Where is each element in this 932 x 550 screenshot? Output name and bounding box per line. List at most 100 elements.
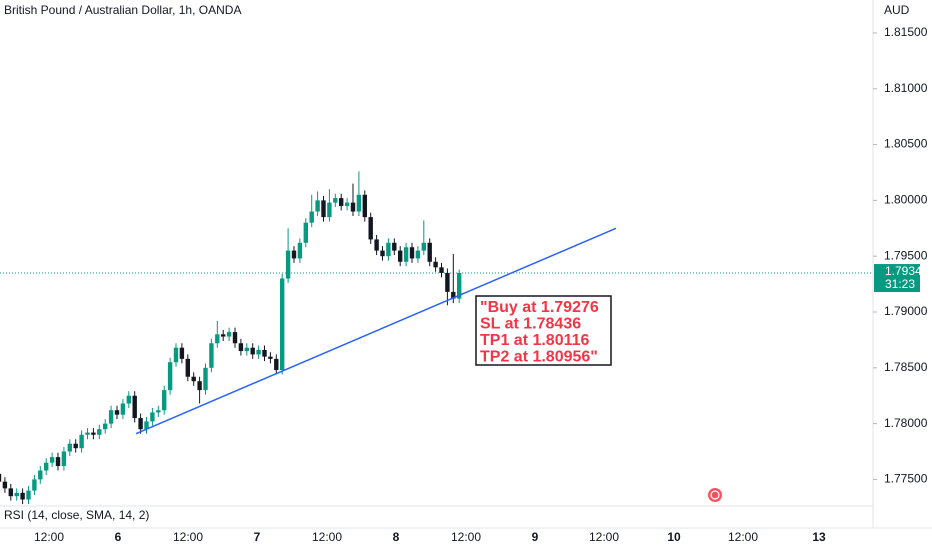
candle-body bbox=[356, 194, 362, 212]
candle-body bbox=[126, 395, 131, 404]
x-tick-label: 12:00 bbox=[173, 530, 203, 544]
x-tick-label: 6 bbox=[115, 530, 122, 544]
y-tick-label: 1.79500 bbox=[884, 248, 928, 262]
x-tick-label: 10 bbox=[667, 530, 681, 544]
candle-body bbox=[20, 492, 25, 500]
x-tick-label: 12:00 bbox=[312, 530, 342, 544]
candle-body bbox=[49, 457, 55, 463]
y-tick-label: 1.77500 bbox=[884, 472, 928, 486]
candle-body bbox=[173, 347, 179, 363]
candle-body bbox=[85, 432, 90, 435]
candle-body bbox=[232, 332, 238, 344]
x-tick-label: 12:00 bbox=[589, 530, 619, 544]
candle-body bbox=[427, 242, 432, 262]
candle-body bbox=[91, 432, 96, 435]
candle-body bbox=[156, 410, 161, 413]
candle-body bbox=[386, 242, 391, 257]
candle-body bbox=[415, 250, 421, 259]
price-tag-value: 1.79349 bbox=[885, 264, 929, 278]
candle-body bbox=[238, 343, 244, 352]
x-tick-label: 12:00 bbox=[728, 530, 758, 544]
price-tag bbox=[874, 264, 920, 293]
candle-body bbox=[339, 198, 344, 206]
candle-body bbox=[191, 376, 196, 382]
candle-body bbox=[185, 358, 190, 377]
annotation-line: TP2 at 1.80956" bbox=[480, 349, 598, 366]
candle-body bbox=[215, 334, 220, 344]
alert-icon bbox=[708, 488, 722, 502]
price-tag-countdown: 31:23 bbox=[885, 277, 915, 291]
y-tick-label: 1.80500 bbox=[884, 137, 928, 151]
annotation-line: SL at 1.78436 bbox=[480, 316, 581, 333]
candle-body bbox=[2, 481, 8, 489]
candle-body bbox=[26, 490, 31, 500]
candle-body bbox=[61, 451, 67, 467]
candle-body bbox=[197, 381, 202, 391]
candle-body bbox=[144, 421, 149, 430]
annotation-line: TP1 at 1.80116 bbox=[480, 332, 590, 349]
candle-body bbox=[179, 347, 185, 359]
y-tick-label: 1.81500 bbox=[884, 25, 928, 39]
x-tick-label: 7 bbox=[254, 530, 261, 544]
candle-body bbox=[297, 242, 303, 259]
candle-body bbox=[362, 194, 367, 218]
candle-body bbox=[55, 457, 61, 467]
candle-body bbox=[445, 272, 450, 292]
annotation-line: "Buy at 1.79276 bbox=[480, 299, 599, 316]
x-tick-label: 13 bbox=[812, 530, 826, 544]
candle-body bbox=[274, 358, 279, 371]
candle-body bbox=[103, 423, 108, 430]
candle-body bbox=[221, 334, 226, 337]
candle-body bbox=[303, 222, 308, 243]
candle-body bbox=[250, 347, 255, 355]
y-tick-label: 1.78500 bbox=[884, 360, 928, 374]
candle-body bbox=[409, 247, 415, 259]
indicator-label: RSI (14, close, SMA, 14, 2) bbox=[4, 508, 149, 522]
candle-body bbox=[150, 412, 155, 422]
candle-body bbox=[97, 429, 102, 435]
x-tick-label: 8 bbox=[393, 530, 400, 544]
candle-body bbox=[433, 261, 438, 268]
candle-body bbox=[44, 462, 49, 471]
y-tick-label: 1.80000 bbox=[884, 193, 928, 207]
trendline bbox=[135, 227, 617, 435]
candle-body bbox=[162, 390, 167, 411]
candle-body bbox=[244, 347, 249, 352]
candle-body bbox=[350, 202, 356, 212]
chart-title: British Pound / Australian Dollar, 1h, O… bbox=[4, 3, 241, 17]
candle-body bbox=[380, 250, 385, 257]
candle-body bbox=[262, 349, 267, 357]
candle-body bbox=[291, 250, 297, 259]
candle-body bbox=[392, 242, 397, 251]
candle-body bbox=[203, 367, 208, 391]
candle-body bbox=[226, 332, 232, 337]
currency-label: AUD bbox=[884, 3, 910, 17]
candle-body bbox=[114, 410, 120, 415]
candle-body bbox=[0, 473, 2, 482]
x-tick-label: 9 bbox=[532, 530, 539, 544]
candle-body bbox=[374, 239, 379, 251]
candle-body bbox=[321, 200, 326, 218]
candle-body bbox=[439, 267, 444, 273]
candle-body bbox=[368, 217, 373, 240]
candle-body bbox=[108, 410, 114, 424]
y-tick-label: 1.78000 bbox=[884, 416, 928, 430]
candle-body bbox=[167, 362, 173, 391]
candle-body bbox=[309, 211, 314, 223]
candle-body bbox=[451, 291, 456, 299]
candle-body bbox=[421, 242, 426, 251]
candle-body bbox=[457, 273, 462, 299]
candle-body bbox=[333, 198, 338, 203]
y-tick-label: 1.79000 bbox=[884, 304, 928, 318]
candle-body bbox=[403, 247, 409, 262]
candle-body bbox=[73, 443, 78, 449]
annotation-box bbox=[475, 295, 612, 366]
candle-body bbox=[138, 418, 143, 430]
candle-body bbox=[285, 250, 291, 279]
candle-body bbox=[8, 488, 13, 497]
y-tick-label: 1.81000 bbox=[884, 81, 928, 95]
candle-body bbox=[344, 202, 350, 206]
candle-body bbox=[67, 443, 72, 452]
